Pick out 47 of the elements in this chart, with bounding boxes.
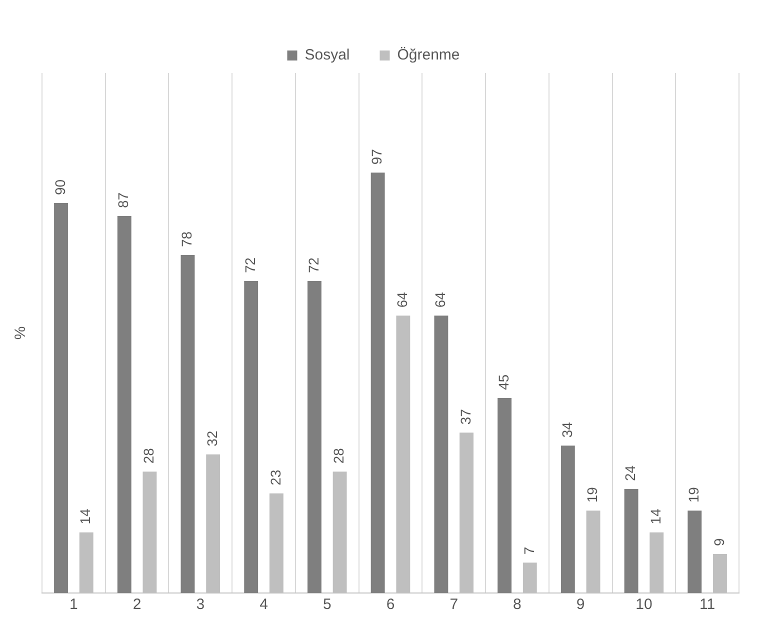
data-label: 72 — [242, 257, 258, 273]
data-label: 87 — [115, 192, 132, 208]
bar — [244, 281, 258, 593]
bar — [434, 316, 448, 593]
data-label: 28 — [140, 448, 157, 464]
y-axis-title: % — [12, 326, 30, 340]
data-label: 64 — [432, 292, 448, 308]
data-label: 14 — [77, 508, 94, 524]
data-label: 7 — [520, 546, 537, 555]
data-label: 19 — [584, 486, 600, 503]
data-label: 45 — [495, 374, 512, 390]
x-tick-label: 1 — [70, 596, 78, 614]
data-label: 72 — [305, 257, 322, 273]
x-tick-label: 2 — [132, 596, 142, 614]
data-label: 78 — [178, 231, 195, 247]
bar — [307, 281, 322, 593]
x-tick-label: 10 — [636, 596, 652, 614]
data-label: 34 — [558, 422, 575, 438]
data-label: 14 — [647, 508, 664, 524]
data-label: 24 — [622, 465, 638, 481]
bar — [624, 489, 638, 593]
bar — [560, 446, 575, 593]
bar — [688, 510, 702, 593]
data-label: 97 — [368, 148, 385, 165]
x-tick-label: 11 — [700, 596, 716, 614]
x-tick-label: 7 — [450, 596, 458, 614]
data-label: 37 — [457, 408, 474, 425]
legend-label: Sosyal — [304, 46, 350, 64]
x-tick-label: 9 — [576, 596, 585, 614]
bar — [54, 203, 68, 593]
x-tick-label: 5 — [322, 596, 332, 614]
x-tick-label: 8 — [513, 596, 522, 614]
data-label: 28 — [330, 448, 347, 464]
data-label: 23 — [267, 470, 284, 486]
data-label: 19 — [686, 486, 702, 503]
x-tick-label: 3 — [196, 596, 205, 614]
data-label: 9 — [710, 538, 727, 546]
data-label: 64 — [394, 292, 410, 308]
legend-label: Öğrenme — [397, 46, 460, 64]
x-tick-label: 6 — [386, 596, 395, 614]
bar — [117, 216, 132, 593]
bar — [180, 255, 195, 593]
data-label: 32 — [204, 430, 220, 446]
bar — [370, 172, 385, 593]
x-tick-label: 4 — [260, 596, 268, 614]
bar — [498, 398, 512, 593]
data-label: 90 — [52, 179, 68, 195]
